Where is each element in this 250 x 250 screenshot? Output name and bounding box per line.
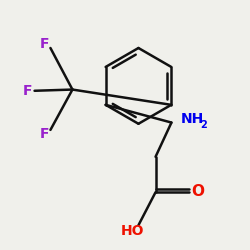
- Text: 2: 2: [200, 120, 206, 130]
- Text: O: O: [191, 184, 204, 199]
- Text: NH: NH: [181, 112, 204, 126]
- Text: F: F: [40, 36, 49, 51]
- Text: HO: HO: [120, 224, 144, 238]
- Text: F: F: [22, 84, 32, 98]
- Text: F: F: [40, 127, 49, 141]
